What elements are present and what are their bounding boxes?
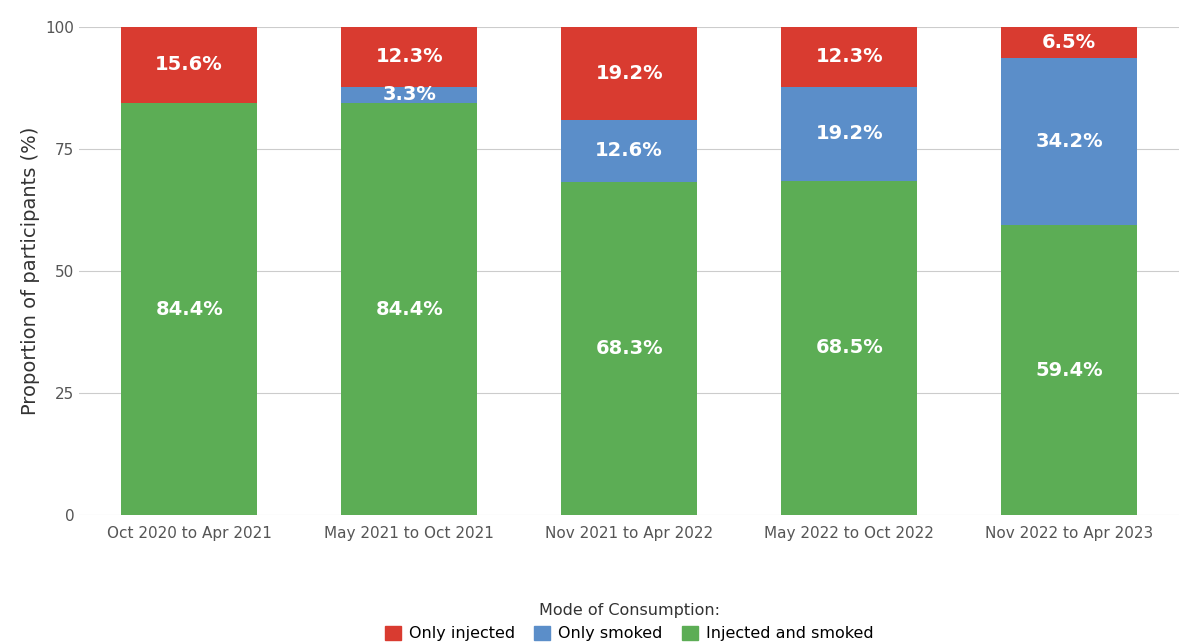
- Y-axis label: Proportion of participants (%): Proportion of participants (%): [20, 127, 40, 415]
- Bar: [341, 103, 478, 515]
- Bar: [121, 27, 257, 103]
- Bar: [341, 87, 478, 103]
- Bar: [341, 27, 478, 87]
- Text: 15.6%: 15.6%: [155, 55, 223, 75]
- Bar: [560, 120, 697, 182]
- Text: 84.4%: 84.4%: [376, 299, 443, 319]
- Bar: [1001, 58, 1138, 225]
- Text: 3.3%: 3.3%: [382, 86, 436, 104]
- Bar: [1001, 26, 1138, 58]
- Text: 19.2%: 19.2%: [595, 64, 662, 82]
- Bar: [1001, 225, 1138, 515]
- Text: 68.3%: 68.3%: [595, 339, 662, 358]
- Bar: [560, 182, 697, 515]
- Text: 12.6%: 12.6%: [595, 142, 664, 160]
- Text: 68.5%: 68.5%: [815, 339, 883, 357]
- Text: 12.3%: 12.3%: [815, 48, 883, 66]
- Text: 6.5%: 6.5%: [1042, 33, 1097, 52]
- Bar: [560, 26, 697, 120]
- Bar: [781, 87, 917, 181]
- Bar: [781, 181, 917, 515]
- Bar: [781, 27, 917, 87]
- Text: 12.3%: 12.3%: [376, 48, 443, 66]
- Text: 34.2%: 34.2%: [1036, 132, 1103, 151]
- Bar: [121, 103, 257, 515]
- Text: 84.4%: 84.4%: [155, 299, 223, 319]
- Text: 19.2%: 19.2%: [815, 124, 883, 143]
- Text: 59.4%: 59.4%: [1036, 361, 1103, 380]
- Legend: Only injected, Only smoked, Injected and smoked: Only injected, Only smoked, Injected and…: [378, 596, 880, 644]
